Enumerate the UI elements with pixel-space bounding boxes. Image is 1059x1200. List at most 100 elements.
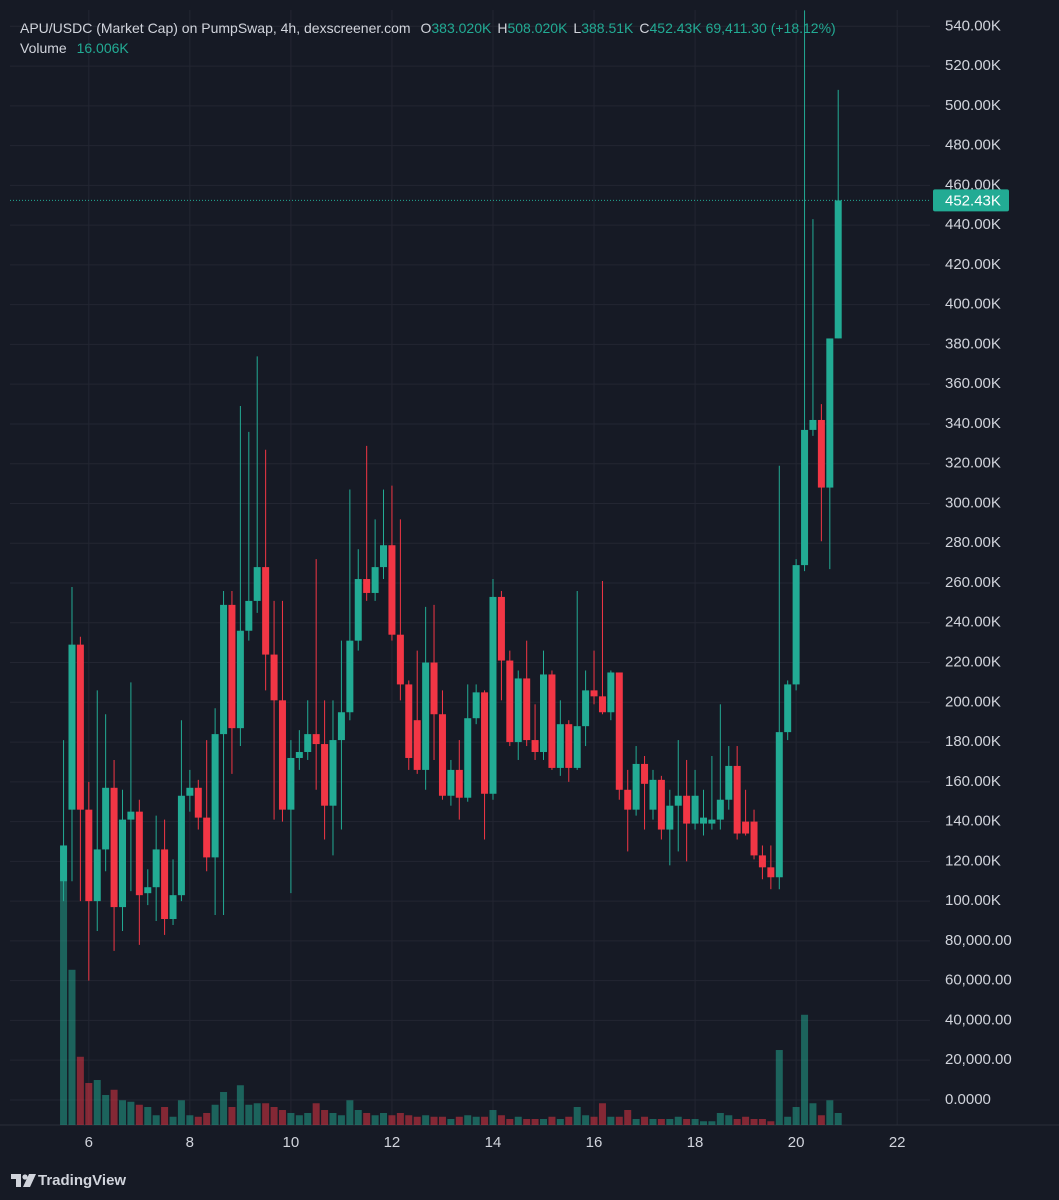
volume-bar xyxy=(371,1115,379,1125)
volume-value: 16.006K xyxy=(76,40,129,56)
candle-body xyxy=(447,769,455,796)
volume-bar xyxy=(363,1113,371,1125)
candle-body xyxy=(169,895,177,920)
candle-body xyxy=(144,887,152,894)
y-tick-label: 420.00K xyxy=(945,256,1001,273)
volume-bar xyxy=(455,1116,463,1125)
y-tick-label: 320.00K xyxy=(945,455,1001,472)
candle-body xyxy=(750,821,758,856)
y-tick-label: 160.00K xyxy=(945,773,1001,790)
candle-body xyxy=(119,819,127,908)
x-tick-label: 6 xyxy=(85,1134,93,1148)
candle-body xyxy=(405,684,413,758)
y-tick-label: 400.00K xyxy=(945,296,1001,313)
volume-bar xyxy=(177,1100,185,1125)
candle-body xyxy=(472,692,480,719)
candle-body xyxy=(548,674,556,768)
volume-bar xyxy=(295,1115,303,1125)
candle-body xyxy=(337,712,345,741)
y-tick-label: 60,000.00 xyxy=(945,972,1012,989)
y-tick-label: 180.00K xyxy=(945,733,1001,750)
candle-body xyxy=(236,630,244,729)
candle-body xyxy=(262,567,270,655)
candle-body xyxy=(506,660,514,743)
volume-bar xyxy=(489,1110,497,1125)
volume-bar xyxy=(380,1113,388,1125)
candle-body xyxy=(85,809,93,902)
brand[interactable]: TradingView xyxy=(38,1172,127,1189)
x-tick-label: 10 xyxy=(283,1134,300,1148)
volume-bar xyxy=(119,1100,127,1125)
legend-value: 383.020K xyxy=(431,20,492,36)
volume-bar xyxy=(817,1115,825,1125)
volume-bar xyxy=(194,1116,202,1125)
legend-key: O xyxy=(420,20,432,36)
y-tick-label: 440.00K xyxy=(945,216,1001,233)
candle-body xyxy=(304,734,312,753)
volume-bar xyxy=(775,1050,783,1125)
candle-body xyxy=(194,787,202,818)
candle-body xyxy=(742,821,750,834)
candle-body xyxy=(110,787,118,908)
volume-bar xyxy=(447,1119,455,1125)
y-tick-label: 40,000.00 xyxy=(945,1011,1012,1028)
candle-body xyxy=(152,849,160,888)
chart: 0.0000 20,000.00 40,000.00 60,000.00 80,000.… xyxy=(0,10,1059,1148)
volume-bar xyxy=(708,1121,716,1125)
x-tick-label: 14 xyxy=(485,1134,502,1148)
volume-bar xyxy=(236,1085,244,1125)
volume-bar xyxy=(834,1112,842,1125)
volume-bar xyxy=(540,1119,548,1125)
y-tick-label: 260.00K xyxy=(945,574,1001,591)
candle-body xyxy=(102,787,110,850)
volume-bar xyxy=(641,1116,649,1125)
y-tick-label: 480.00K xyxy=(945,137,1001,154)
volume-bar xyxy=(228,1107,236,1125)
candle-body xyxy=(127,811,135,820)
volume-bar xyxy=(657,1119,665,1125)
y-tick-label: 360.00K xyxy=(945,375,1001,392)
candle-body xyxy=(60,845,68,882)
x-tick-label: 8 xyxy=(186,1134,194,1148)
candle-body xyxy=(76,644,84,810)
brand-logo xyxy=(11,1174,36,1187)
volume-name: Volume xyxy=(20,40,67,56)
volume-bar xyxy=(287,1113,295,1125)
candle-body xyxy=(371,567,379,593)
candle-body xyxy=(287,757,295,810)
volume-bar xyxy=(135,1104,143,1125)
volume-bar xyxy=(683,1119,691,1125)
volume-bar xyxy=(422,1115,430,1125)
volume-bar xyxy=(186,1115,194,1125)
volume-bar xyxy=(68,969,76,1125)
legend-key: H xyxy=(497,20,508,36)
volume-bar xyxy=(716,1113,724,1125)
y-tick-label: 140.00K xyxy=(945,813,1001,830)
candle-body xyxy=(135,811,143,896)
volume-bar xyxy=(767,1121,775,1125)
volume-bar xyxy=(388,1115,396,1125)
volume-bar xyxy=(312,1103,320,1125)
volume-bar xyxy=(161,1107,169,1125)
candle-body xyxy=(380,545,388,568)
candle-body xyxy=(700,817,708,824)
candle-body xyxy=(270,654,278,701)
candle-body xyxy=(523,678,531,741)
legend-value: 452.43K xyxy=(649,20,702,36)
volume-bar xyxy=(329,1113,337,1125)
candle-body xyxy=(514,678,522,743)
volume-bar xyxy=(826,1100,834,1125)
candle-body xyxy=(733,765,741,834)
volume-bar xyxy=(565,1116,573,1125)
candle-body xyxy=(590,690,598,697)
candle-body xyxy=(556,724,564,768)
volume-bar xyxy=(573,1107,581,1125)
y-tick-label: 120.00K xyxy=(945,852,1001,869)
candle-body xyxy=(624,789,632,810)
candle-body xyxy=(683,795,691,824)
candle-body xyxy=(540,674,548,753)
y-tick-label: 300.00K xyxy=(945,494,1001,511)
volume-bar xyxy=(169,1116,177,1125)
candle-body xyxy=(801,429,809,566)
x-tick-label: 22 xyxy=(889,1134,906,1148)
